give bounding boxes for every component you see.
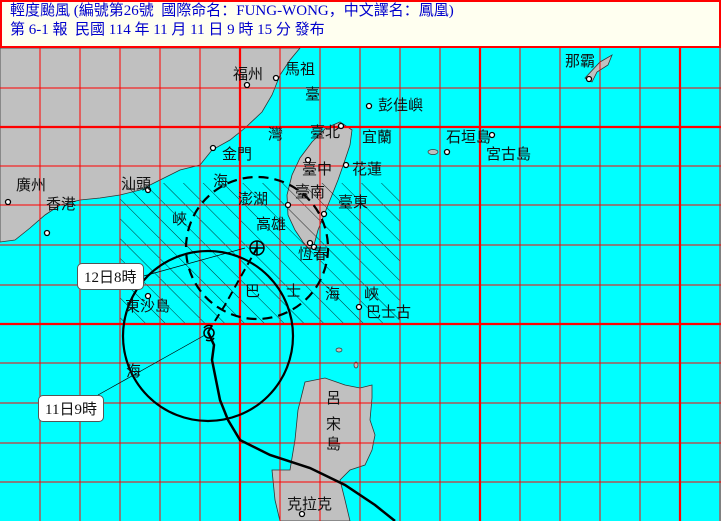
city-markers xyxy=(4,74,593,518)
place-label: 島 xyxy=(326,437,342,453)
place-label: 宋 xyxy=(326,417,342,433)
place-label: 巴士古 xyxy=(366,305,412,321)
past-track xyxy=(206,331,396,521)
place-label: 呂 xyxy=(326,391,342,407)
place-label: 石垣島 xyxy=(446,130,492,146)
place-label: 那霸 xyxy=(565,54,596,70)
forecast-track xyxy=(207,247,258,333)
place-label: 臺南 xyxy=(295,185,326,201)
place-label: 東沙島 xyxy=(125,299,171,315)
place-label: 克拉克 xyxy=(287,497,333,513)
place-label: 彭佳嶼 xyxy=(378,98,424,114)
place-label: 澎湖 xyxy=(238,192,269,208)
warning-area-hatch xyxy=(120,183,400,323)
typhoon-symbol-icon xyxy=(203,324,215,342)
place-label: 臺北 xyxy=(310,125,341,141)
place-label: 海 xyxy=(325,287,341,303)
place-label: 臺中 xyxy=(302,162,333,178)
place-label: 恆春 xyxy=(298,247,329,263)
land-luzon xyxy=(271,377,376,521)
place-label: 海 xyxy=(213,174,229,190)
typhoon-title: 輕度颱風 (編號第26號 國際命名：FUNG-WONG，中文譯名：鳳凰) xyxy=(10,3,454,19)
place-label: 金門 xyxy=(222,147,253,163)
forecast-center-icon xyxy=(249,240,265,256)
place-label: 香港 xyxy=(46,197,77,213)
land-mainland xyxy=(0,48,301,243)
place-label: 宮古島 xyxy=(486,147,532,163)
place-label: 馬祖 xyxy=(285,62,316,78)
forecast-probability-circle xyxy=(184,175,330,321)
place-label: 峽 xyxy=(364,287,380,303)
place-label: 廣州 xyxy=(16,178,47,194)
current-label-leader xyxy=(97,334,206,396)
place-label: 宜蘭 xyxy=(362,130,393,146)
place-label: 福州 xyxy=(233,67,264,83)
place-label: 巴 xyxy=(245,284,261,300)
place-label: 臺東 xyxy=(338,195,369,211)
typhoon-track-map: 福州 馬祖臺彭佳嶼灣臺北 宜蘭 石垣島 宮古島 金門 臺中 花蓮 廣州 汕頭海香港 澎湖 臺南 臺東峽高… xyxy=(0,48,721,521)
place-label: 峽 xyxy=(172,212,188,228)
place-label: 士 xyxy=(286,284,302,300)
place-label: 花蓮 xyxy=(352,162,383,178)
place-label: 汕頭 xyxy=(121,177,152,193)
place-label: 海 xyxy=(126,364,142,380)
forecast-time-label: 12日8時 xyxy=(77,263,144,290)
forecast-label-leader xyxy=(139,247,246,278)
lat-lon-grid xyxy=(0,48,721,521)
current-time-label: 11日9時 xyxy=(38,395,104,422)
place-label: 臺 xyxy=(305,87,321,103)
current-wind-radius xyxy=(121,249,295,423)
bulletin-header: 輕度颱風 (編號第26號 國際命名：FUNG-WONG，中文譯名：鳳凰) 第 6… xyxy=(0,0,721,48)
place-label: 灣 xyxy=(268,127,284,143)
bulletin-issue-time: 第 6-1 報 民國 114 年 11 月 11 日 9 時 15 分 發布 xyxy=(10,22,325,38)
place-label: 高雄 xyxy=(256,217,287,233)
